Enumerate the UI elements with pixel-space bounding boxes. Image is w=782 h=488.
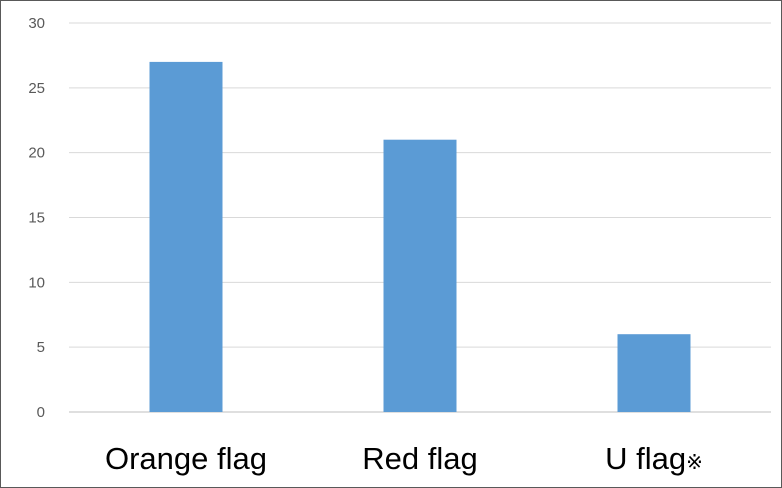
- x-axis-categories: Orange flag Red flag U flag※: [105, 441, 703, 476]
- y-tick-label: 10: [28, 274, 45, 291]
- y-tick-label: 5: [37, 339, 45, 356]
- x-category-label: Orange flag: [105, 441, 267, 476]
- bar-orange-flag: [149, 61, 223, 413]
- y-tick-label: 25: [28, 80, 45, 97]
- bars: [149, 61, 691, 413]
- y-axis-ticks: 0 5 10 15 20 25 30: [28, 15, 45, 421]
- bar-red-flag: [383, 139, 457, 412]
- y-tick-label: 30: [28, 15, 45, 32]
- y-tick-label: 15: [28, 210, 45, 227]
- x-category-label: Red flag: [362, 441, 477, 476]
- y-tick-label: 20: [28, 145, 45, 162]
- x-category-label: U flag※: [605, 441, 703, 476]
- y-tick-label: 0: [37, 404, 45, 421]
- bar-u-flag: [617, 334, 691, 412]
